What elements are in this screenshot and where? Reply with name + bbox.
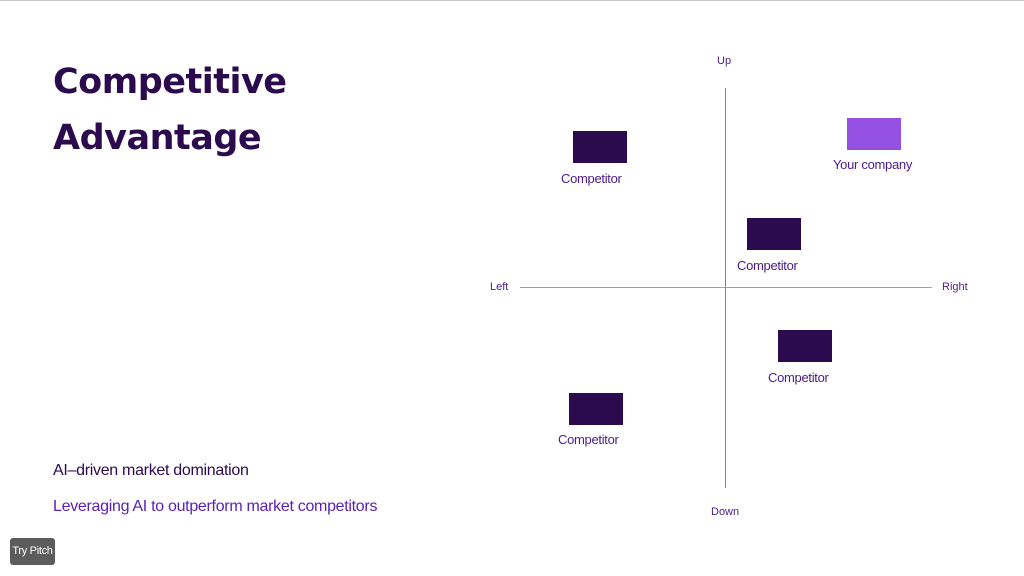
axis-label-down: Down (711, 506, 740, 518)
competitor-label: Competitor (558, 432, 619, 447)
title-line-2: Advantage (53, 118, 262, 158)
slide-subtitle: AI–driven market domination (53, 462, 249, 479)
competitor-marker (778, 330, 832, 362)
horizontal-axis (520, 287, 932, 288)
top-divider (0, 0, 1024, 1)
axis-label-right: Right (942, 281, 968, 293)
try-pitch-button[interactable]: Try Pitch (10, 538, 55, 565)
competitor-label: Competitor (561, 171, 622, 186)
axis-label-up: Up (717, 55, 732, 67)
slide-title: Competitive Advantage (53, 54, 373, 166)
competitor-marker (747, 218, 801, 250)
vertical-axis (725, 88, 726, 488)
competitor-marker (573, 131, 627, 163)
title-line-1: Competitive (53, 62, 287, 102)
your-company-label: Your company (833, 157, 913, 172)
slide-tagline: Leveraging AI to outperform market compe… (53, 498, 378, 515)
competitor-label: Competitor (768, 370, 829, 385)
your-company-marker (847, 118, 901, 150)
axis-label-left: Left (490, 281, 509, 293)
competitor-label: Competitor (737, 258, 798, 273)
competitor-marker (569, 393, 623, 425)
